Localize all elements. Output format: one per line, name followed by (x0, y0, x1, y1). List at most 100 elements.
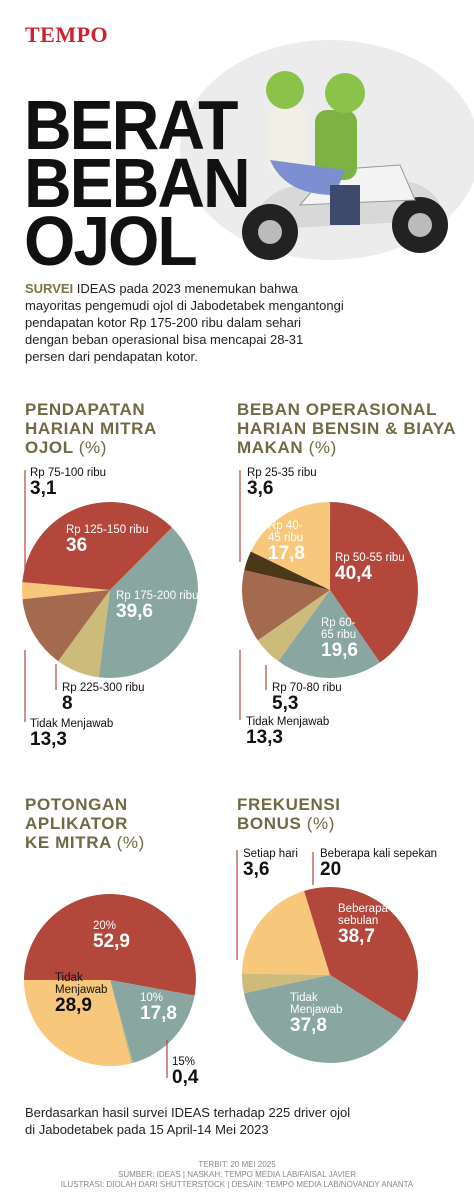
value-label: 13,3 (30, 729, 67, 750)
slice-label: Tidak Menjawab 13,3 (30, 718, 150, 750)
chart-title: FREKUENSI BONUS (%) (237, 795, 367, 833)
category-label: 20% (93, 920, 117, 932)
value-label: 5,3 (272, 693, 299, 714)
category-label: Rp 225-300 ribu (62, 682, 145, 694)
category-label: 15% (172, 1056, 196, 1068)
slice-label: 10% 17,8 (140, 992, 190, 1024)
intro: SURVEI IDEAS pada 2023 menemukan bahwa m… (25, 280, 345, 365)
chart-title: POTONGAN APLIKATOR KE MITRA (%) (25, 795, 155, 852)
pie-slice (58, 590, 110, 678)
pie-slice (22, 590, 111, 662)
credit-line: SUMBER: IDEAS | NASKAH: TEMPO MEDIA LAB/… (118, 1170, 356, 1179)
category-label: Rp 25-35 ribu (247, 467, 317, 479)
slice-label: Rp 40-45 ribu 17,8 (268, 520, 310, 564)
slice-label: Rp 60-65 ribu 19,6 (321, 617, 366, 661)
chart-title: BEBAN OPERASIONAL HARIAN BENSIN & BIAYA … (237, 400, 457, 457)
pie-slice (330, 502, 418, 663)
pie-slice (244, 551, 330, 590)
intro-text: IDEAS pada 2023 menemukan bahwa mayorita… (25, 281, 344, 364)
pie-slice (98, 527, 198, 678)
pie-slice (242, 570, 330, 641)
slice-label: Rp 25-35 ribu 3,6 (247, 467, 347, 499)
slice-label: 20% 52,9 (93, 920, 153, 952)
value-label: 17,8 (268, 543, 305, 564)
category-label: Tidak Menjawab (30, 718, 114, 730)
category-label: Tidak Menjawab (290, 992, 343, 1016)
category-label: Setiap hari (243, 848, 298, 860)
value-label: 3,1 (30, 478, 57, 499)
slice-label: Tidak Menjawab 37,8 (290, 992, 360, 1036)
credit-line: TERBIT: 20 MEI 2025 (198, 1160, 276, 1169)
value-label: 37,8 (290, 1015, 327, 1036)
pie-slice (110, 980, 133, 1064)
category-label: 10% (140, 992, 164, 1004)
slice-label: Tidak Menjawab 28,9 (55, 972, 115, 1016)
title-text: PENDAPATAN HARIAN MITRA OJOL (25, 400, 157, 457)
pie-slice (304, 886, 419, 1022)
credit-line: ILUSTRASI: DIOLAH DARI SHUTTERSTOCK | DE… (60, 1180, 414, 1189)
pie-slice (278, 590, 380, 678)
title-unit: (%) (78, 438, 107, 457)
slice-label: Rp 125-150 ribu 36 (66, 524, 166, 556)
pie-slice (110, 980, 195, 1063)
pie-slice (242, 973, 330, 994)
footnote: Berdasarkan hasil survei IDEAS terhadap … (25, 1104, 350, 1138)
title-text: FREKUENSI BONUS (237, 795, 341, 833)
title-unit: (%) (308, 438, 337, 457)
category-label: Tidak Menjawab (246, 716, 330, 728)
value-label: 17,8 (140, 1003, 177, 1024)
slice-label: Setiap hari 3,6 (243, 848, 323, 880)
value-label: 52,9 (93, 931, 130, 952)
category-label: Tidak Menjawab (55, 972, 108, 996)
value-label: 19,6 (321, 640, 358, 661)
category-label: Rp 70-80 ribu (272, 682, 342, 694)
category-label: Rp 175-200 ribu (116, 590, 199, 602)
pie-slice (243, 975, 405, 1063)
slice-label: Rp 225-300 ribu 8 (62, 682, 162, 714)
slice-label: Beberapa kali sebulan 38,7 (338, 903, 418, 947)
pie-slice (24, 980, 131, 1066)
value-label: 39,6 (116, 601, 153, 622)
value-label: 3,6 (247, 478, 274, 499)
slice-label: Rp 75-100 ribu 3,1 (30, 467, 150, 499)
pie-slice (250, 502, 331, 590)
category-label: Rp 40-45 ribu (268, 520, 304, 544)
title-text: POTONGAN APLIKATOR KE MITRA (25, 795, 128, 852)
footnote-line: Berdasarkan hasil survei IDEAS terhadap … (25, 1105, 351, 1120)
title-unit: (%) (306, 814, 335, 833)
value-label: 36 (66, 535, 88, 556)
headline: OJOL (24, 202, 198, 280)
title-text: BEBAN OPERASIONAL HARIAN BENSIN & BIAYA … (237, 400, 456, 457)
credits: TERBIT: 20 MEI 2025 SUMBER: IDEAS | NASK… (0, 1160, 474, 1190)
pie-slice (24, 894, 197, 996)
value-label: 20 (320, 859, 342, 880)
value-label: 38,7 (338, 926, 375, 947)
category-label: Rp 75-100 ribu (30, 467, 107, 479)
slice-label: Rp 175-200 ribu 39,6 (116, 590, 216, 622)
pie-slice (242, 890, 330, 975)
slice-label: Rp 50-55 ribu 40,4 (335, 552, 435, 584)
rider-illustration (180, 40, 474, 260)
value-label: 40,4 (335, 563, 372, 584)
slice-label: Rp 70-80 ribu 5,3 (272, 682, 372, 714)
value-label: 28,9 (55, 995, 92, 1016)
pie-slice (21, 582, 110, 600)
footnote-line: di Jabodetabek pada 15 April-14 Mei 2023 (25, 1122, 269, 1137)
category-label: Rp 50-55 ribu (335, 552, 405, 564)
pie-slice (22, 502, 172, 590)
value-label: 13,3 (246, 727, 283, 748)
category-label: Beberapa kali sebulan (338, 903, 409, 927)
value-label: 0,4 (172, 1067, 199, 1088)
title-unit: (%) (116, 833, 145, 852)
slice-label: Beberapa kali sepekan 20 (320, 848, 470, 880)
chart-title: PENDAPATAN HARIAN MITRA OJOL (%) (25, 400, 175, 457)
value-label: 3,6 (243, 859, 270, 880)
category-label: Rp 125-150 ribu (66, 524, 149, 536)
pie-slice (257, 590, 330, 662)
category-label: Rp 60-65 ribu (321, 617, 357, 641)
slice-label: Tidak Menjawab 13,3 (246, 716, 366, 748)
headline: BEBAN (24, 144, 251, 222)
intro-lead: SURVEI (25, 281, 74, 296)
